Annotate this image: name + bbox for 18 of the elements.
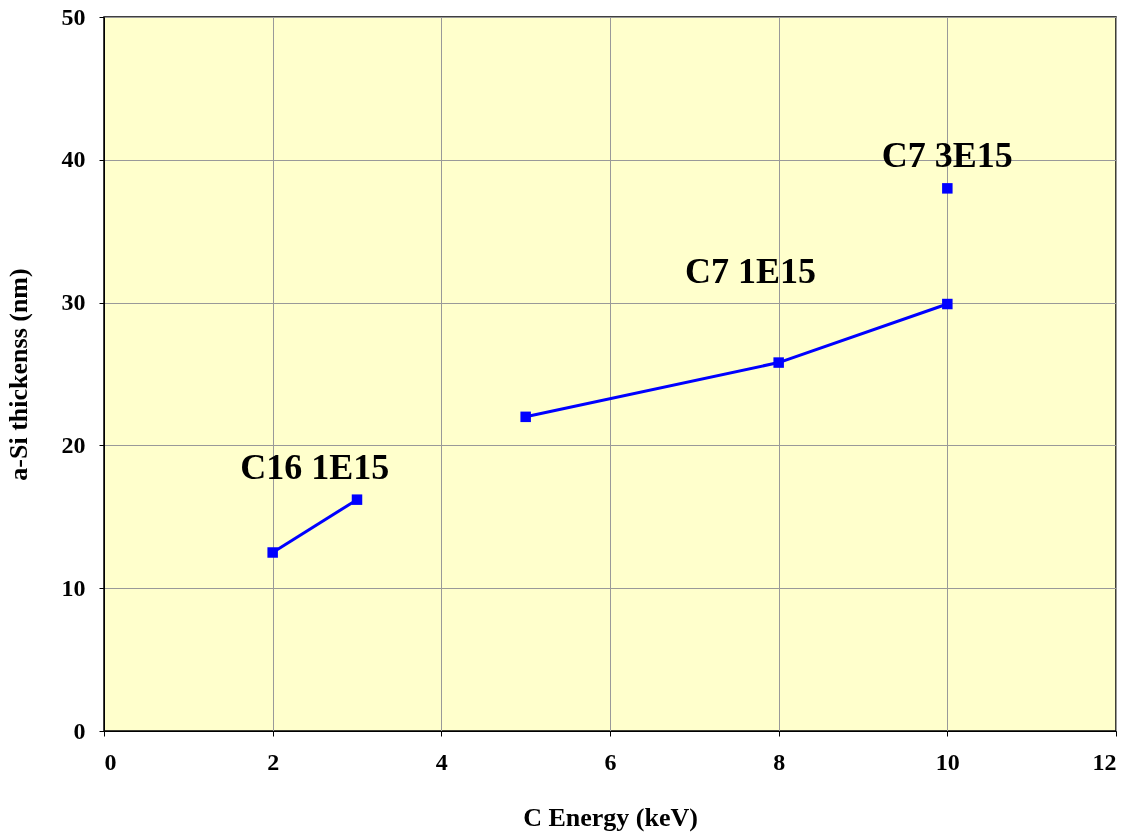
x-tick-label: 2 — [267, 748, 280, 775]
y-tick-label: 30 — [61, 289, 86, 316]
y-tick-label: 40 — [61, 146, 86, 173]
series-label: C7 1E15 — [685, 251, 817, 292]
x-tick-label: 4 — [435, 748, 448, 775]
y-tick-label: 0 — [73, 717, 86, 744]
x-tick-label: 8 — [773, 748, 786, 775]
x-tick-label: 6 — [604, 748, 617, 775]
y-tick-label: 20 — [61, 431, 86, 458]
x-tick-label: 10 — [935, 748, 960, 775]
y-tick-label: 10 — [61, 574, 86, 601]
x-axis-title: C Energy (keV) — [523, 802, 698, 832]
series-label: C7 3E15 — [881, 135, 1013, 176]
x-tick-label: 0 — [104, 748, 117, 775]
series-label: C16 1E15 — [240, 446, 390, 487]
y-tick-label: 50 — [61, 3, 86, 30]
y-axis-title: a-Si thickenss (nm) — [3, 268, 33, 481]
x-tick-label: 12 — [1092, 748, 1117, 775]
